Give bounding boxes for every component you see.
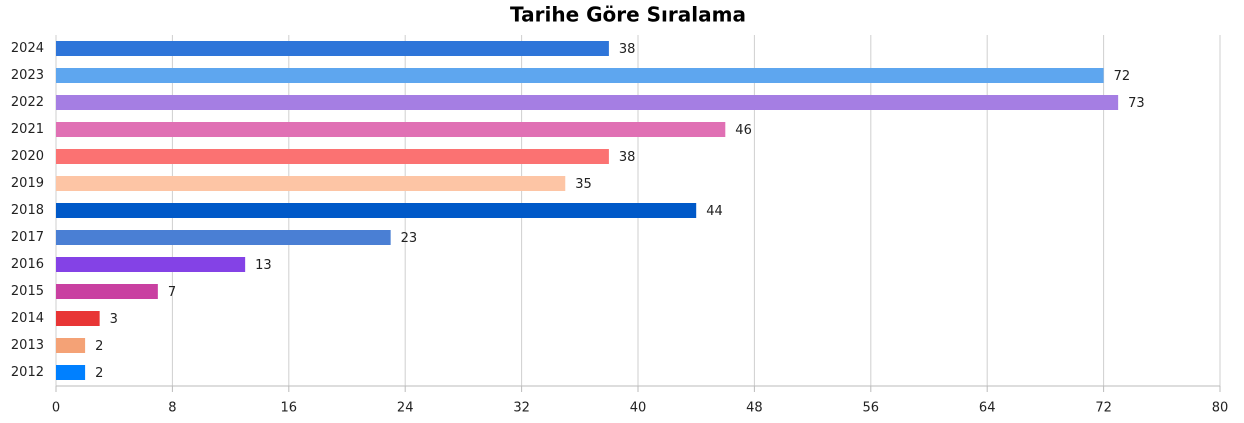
bar — [56, 41, 609, 56]
bar — [56, 311, 100, 326]
y-tick-label: 2024 — [11, 41, 44, 56]
value-label: 38 — [619, 42, 636, 57]
y-tick-label: 2013 — [11, 338, 44, 353]
x-tick-label: 0 — [52, 401, 60, 416]
y-tick-label: 2022 — [11, 95, 44, 110]
x-tick-label: 56 — [863, 401, 880, 416]
y-tick-label: 2020 — [11, 149, 44, 164]
value-label: 7 — [168, 285, 176, 300]
x-tick-label: 40 — [630, 401, 647, 416]
bar — [56, 176, 566, 191]
x-tick-label: 80 — [1212, 401, 1229, 416]
value-label: 35 — [575, 177, 592, 192]
x-tick-label: 64 — [979, 401, 996, 416]
x-tick-label: 32 — [513, 401, 530, 416]
y-tick-label: 2021 — [11, 122, 44, 137]
value-label: 23 — [401, 231, 418, 246]
bar — [56, 95, 1119, 110]
y-tick-label: 2017 — [11, 230, 44, 245]
value-label: 72 — [1114, 69, 1131, 84]
value-label: 46 — [735, 123, 752, 138]
y-tick-label: 2015 — [11, 284, 44, 299]
bar — [56, 149, 609, 164]
chart-title: Tarihe Göre Sıralama — [510, 3, 746, 27]
bar — [56, 257, 246, 272]
value-label: 73 — [1128, 96, 1145, 111]
bar — [56, 230, 391, 245]
x-tick-label: 8 — [168, 401, 176, 416]
bar — [56, 203, 697, 218]
value-label: 3 — [110, 312, 118, 327]
value-label: 44 — [706, 204, 723, 219]
y-tick-label: 2018 — [11, 203, 44, 218]
y-tick-label: 2023 — [11, 68, 44, 83]
value-label: 2 — [95, 339, 103, 354]
y-tick-label: 2014 — [11, 311, 44, 326]
bar — [56, 365, 86, 380]
x-tick-label: 72 — [1095, 401, 1112, 416]
bar — [56, 338, 86, 353]
value-label: 2 — [95, 366, 103, 381]
bar — [56, 284, 158, 299]
bar — [56, 122, 726, 137]
bar — [56, 68, 1104, 83]
value-label: 38 — [619, 150, 636, 165]
y-tick-label: 2012 — [11, 365, 44, 380]
y-tick-label: 2016 — [11, 257, 44, 272]
x-tick-label: 24 — [397, 401, 414, 416]
x-tick-label: 16 — [281, 401, 298, 416]
x-tick-label: 48 — [746, 401, 763, 416]
value-label: 13 — [255, 258, 272, 273]
y-tick-label: 2019 — [11, 176, 44, 191]
